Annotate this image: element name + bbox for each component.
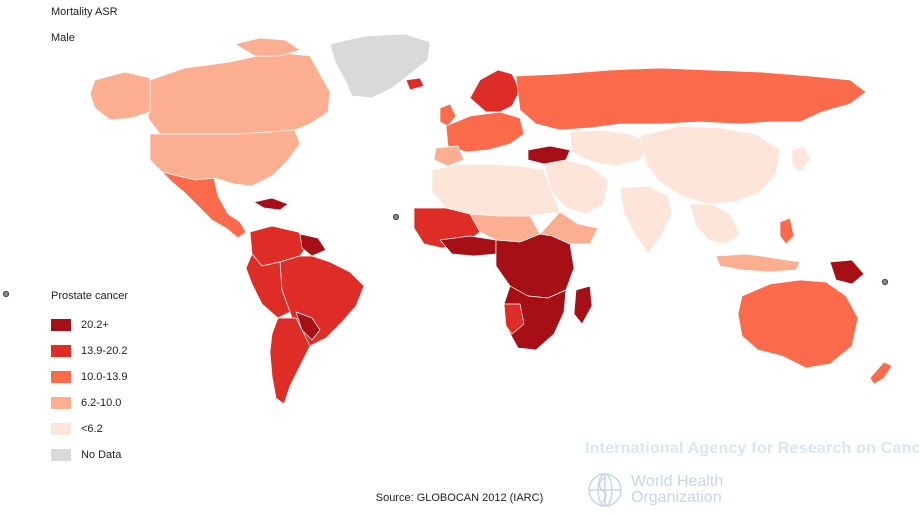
island-marker-atlantic: [392, 213, 400, 221]
legend-swatch: [51, 371, 71, 383]
who-emblem-icon: [588, 473, 622, 507]
region-papua: [829, 259, 865, 285]
legend-item: 13.9-20.2: [51, 338, 128, 364]
region-north-africa: [431, 163, 561, 217]
map-subtitle: Male: [51, 32, 75, 44]
legend-item: 10.0-13.9: [51, 364, 128, 390]
legend-item: <6.2: [51, 416, 128, 442]
region-alaska: [89, 71, 151, 121]
region-iberia: [433, 145, 465, 167]
region-madagascar: [573, 285, 593, 325]
region-west-africa-coast: [439, 235, 497, 257]
source-note: Source: GLOBOCAN 2012 (IARC): [375, 492, 544, 504]
legend-swatch: [51, 345, 71, 357]
region-paraguay-uruguay: [295, 311, 321, 341]
region-central-asia: [569, 129, 651, 167]
region-india: [619, 185, 673, 255]
region-central-africa: [495, 233, 575, 299]
region-new-zealand: [869, 361, 893, 385]
who-name-line1: World Health: [631, 473, 724, 490]
legend-item: 20.2+: [51, 312, 128, 338]
region-caribbean: [253, 197, 289, 211]
legend-label: 10.0-13.9: [81, 371, 128, 383]
who-name-line2: Organization: [631, 489, 722, 506]
region-southeast-asia: [689, 203, 741, 245]
island-marker-west: [2, 290, 10, 298]
region-arctic-islands: [234, 37, 301, 57]
legend: Prostate cancer 20.2+ 13.9-20.2 10.0-13.…: [51, 290, 128, 468]
legend-item: 6.2-10.0: [51, 390, 128, 416]
region-china: [639, 125, 781, 205]
legend-swatch: [51, 449, 71, 461]
legend-label: 13.9-20.2: [81, 345, 128, 357]
region-uk: [439, 103, 457, 127]
region-russia: [515, 67, 867, 131]
map-title: Mortality ASR: [51, 6, 118, 18]
region-mexico: [161, 171, 247, 239]
region-middle-east: [543, 159, 609, 215]
region-guianas: [299, 233, 327, 257]
island-marker-pacific: [881, 278, 889, 286]
region-canada: [147, 51, 331, 135]
region-philippines: [779, 217, 795, 245]
iarc-watermark: International Agency for Research on Can…: [585, 440, 919, 457]
legend-label: No Data: [81, 449, 122, 461]
region-argentina-chile: [269, 317, 311, 405]
region-greenland: [329, 33, 431, 99]
who-logo: World Health Organization: [585, 470, 723, 510]
legend-swatch: [51, 397, 71, 409]
legend-swatch: [51, 319, 71, 331]
legend-swatch: [51, 423, 71, 435]
legend-item: No Data: [51, 442, 128, 468]
region-iceland: [405, 77, 425, 91]
region-japan-korea: [791, 145, 811, 173]
legend-label: <6.2: [81, 423, 103, 435]
region-scandinavia: [469, 69, 521, 113]
region-peru-bolivia: [245, 253, 291, 319]
legend-title: Prostate cancer: [51, 290, 129, 302]
legend-label: 6.2-10.0: [81, 397, 122, 409]
region-namibia: [503, 303, 525, 335]
region-indonesia: [715, 253, 801, 273]
region-australia: [737, 279, 859, 369]
legend-label: 20.2+: [81, 319, 109, 331]
